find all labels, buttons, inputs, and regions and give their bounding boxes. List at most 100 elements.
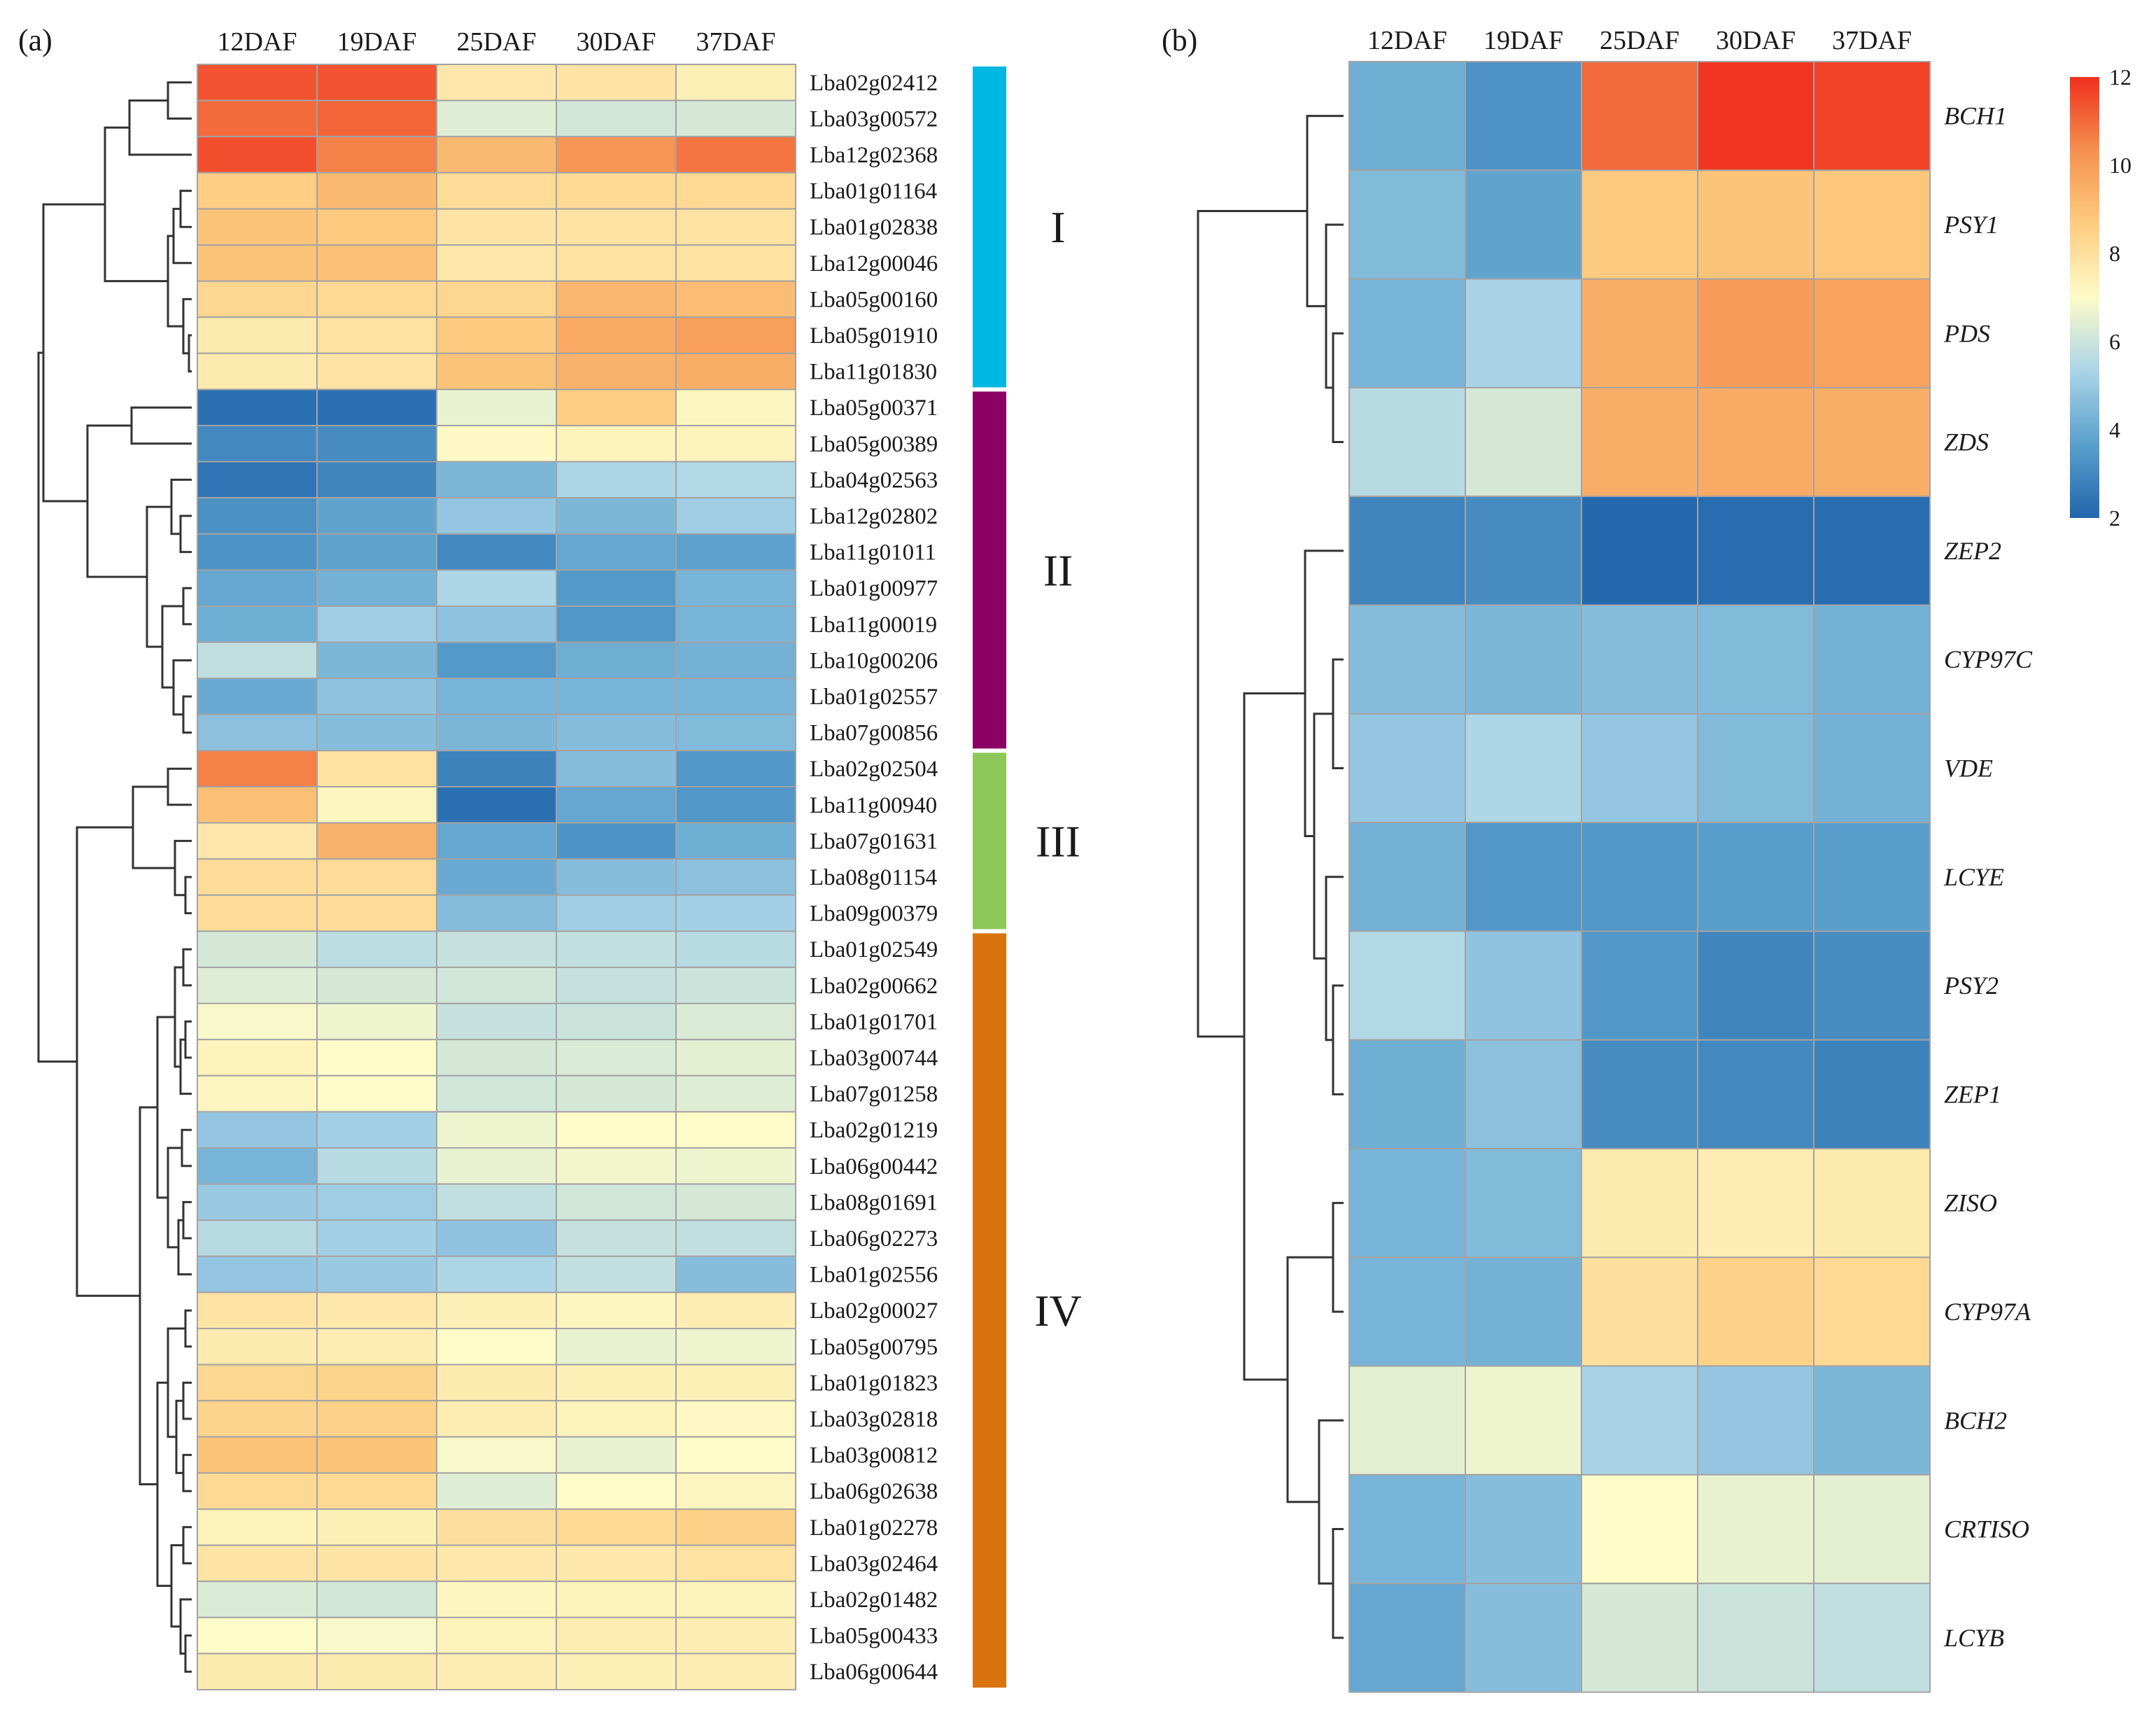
heatmap-cell [556, 1400, 677, 1438]
heatmap-cell [675, 1364, 796, 1402]
panel-a-row-label: Lba01g02838 [810, 215, 938, 240]
gene-label: ZEP1 [1944, 1080, 2001, 1108]
heatmap-cell [316, 208, 437, 246]
panel-b-column-label: 30DAF [1716, 26, 1796, 55]
panel-a-row-label: Lba08g01154 [810, 865, 937, 890]
cluster-bar [973, 933, 1006, 1688]
dendrogram-branch [1318, 1419, 1344, 1585]
panel-a-row-label: Lba05g00389 [810, 432, 938, 457]
heatmap-cell [1581, 604, 1698, 715]
heatmap-cell [436, 1147, 557, 1185]
dendrogram-branch [156, 1381, 171, 1588]
heatmap-cell [1465, 1473, 1582, 1585]
heatmap-cell [675, 352, 796, 391]
heatmap-cell [197, 930, 318, 969]
panel-a-row-label: Lba03g02818 [810, 1407, 938, 1432]
heatmap-cell [316, 1291, 437, 1330]
heatmap-cell [675, 99, 796, 138]
heatmap-cell [675, 461, 796, 499]
heatmap-cell [436, 1111, 557, 1149]
heatmap-cell [1697, 1365, 1815, 1476]
heatmap-cell [556, 605, 677, 643]
gene-label: PSY2 [1943, 972, 1999, 1000]
heatmap-cell [316, 605, 437, 643]
panel-a-row-label: Lba06g02273 [810, 1226, 938, 1252]
heatmap-cell [197, 641, 318, 680]
heatmap-cell [675, 1508, 796, 1546]
heatmap-cell [316, 280, 437, 318]
heatmap-cell [436, 967, 557, 1004]
dendrogram-branch [1332, 658, 1344, 769]
heatmap-cell [197, 316, 318, 354]
heatmap-cell [316, 786, 437, 824]
heatmap-cell [197, 136, 318, 174]
heatmap-cell [1348, 386, 1466, 498]
panel-a-column-label: 30DAF [576, 27, 656, 57]
dendrogram-branch [76, 826, 140, 1297]
heatmap-cell [1348, 169, 1466, 280]
heatmap-cell [556, 316, 677, 354]
panel-a-row-label: Lba08g01691 [810, 1190, 938, 1215]
heatmap-cell [197, 713, 318, 752]
panel-a-column-label: 12DAF [217, 27, 297, 57]
cluster-bar [973, 391, 1006, 749]
heatmap-cell [316, 569, 437, 608]
dendrogram-branch [182, 1200, 192, 1240]
heatmap-cell [675, 136, 796, 174]
heatmap-cell [675, 497, 796, 535]
heatmap-cell [316, 641, 437, 680]
heatmap-cell [316, 1147, 437, 1185]
heatmap-cell [1697, 169, 1815, 280]
heatmap-cell [316, 1111, 437, 1149]
panel-a-row-label: Lba11g00940 [810, 793, 937, 818]
heatmap-cell [197, 533, 318, 571]
heatmap-cell [436, 930, 557, 969]
heatmap-cell [556, 750, 677, 788]
gene-label: VDE [1944, 754, 1993, 782]
colorbar-tick-label: 8 [2109, 241, 2120, 266]
heatmap-cell [436, 316, 557, 354]
heatmap-cell [316, 858, 437, 896]
heatmap-cell [1697, 713, 1815, 824]
heatmap-cell [556, 1472, 677, 1510]
heatmap-cell [436, 99, 557, 138]
heatmap-cell [1813, 169, 1931, 280]
cluster-label: II [1043, 545, 1073, 595]
heatmap-cell [675, 1111, 796, 1149]
heatmap-cell [197, 1472, 318, 1510]
heatmap-cell [197, 1436, 318, 1474]
heatmap-cell [1348, 930, 1466, 1041]
heatmap-cell [556, 1219, 677, 1257]
panel-a-row-label: Lba07g01631 [810, 829, 938, 854]
heatmap-cell [316, 822, 437, 860]
gene-label: LCYB [1943, 1624, 2004, 1652]
heatmap-cell [316, 678, 437, 715]
heatmap-cell [436, 136, 557, 174]
heatmap-cell [197, 497, 318, 535]
dendrogram-branch [181, 1128, 192, 1168]
heatmap-cell [197, 171, 318, 210]
heatmap-cell [1348, 1365, 1466, 1476]
heatmap-cell [556, 64, 677, 101]
heatmap-cell [197, 64, 318, 101]
heatmap-cell [436, 1436, 557, 1474]
panel-b-column-labels: 12DAF 19DAF 25DAF 30DAF 37DAF [1367, 26, 1912, 55]
heatmap-cell [316, 533, 437, 571]
heatmap-cell [1813, 930, 1931, 1041]
heatmap-cell [1465, 1365, 1582, 1476]
heatmap-cell [436, 1219, 557, 1257]
heatmap-cell [436, 1364, 557, 1402]
heatmap-cell [436, 388, 557, 427]
heatmap-cell [675, 967, 796, 1004]
heatmap-cell [1465, 496, 1582, 606]
heatmap-cell [1348, 1256, 1466, 1367]
heatmap-cell [1465, 822, 1582, 932]
heatmap-cell [556, 1255, 677, 1294]
panel-a-row-label: Lba12g02802 [810, 504, 938, 529]
panel-b-column-label: 25DAF [1600, 26, 1679, 55]
panel-a-row-label: Lba02g02412 [810, 71, 938, 96]
dendrogram-branch [174, 966, 183, 1068]
heatmap-cell [1581, 713, 1698, 824]
heatmap-cell [436, 1508, 557, 1546]
heatmap-cell [436, 605, 557, 643]
